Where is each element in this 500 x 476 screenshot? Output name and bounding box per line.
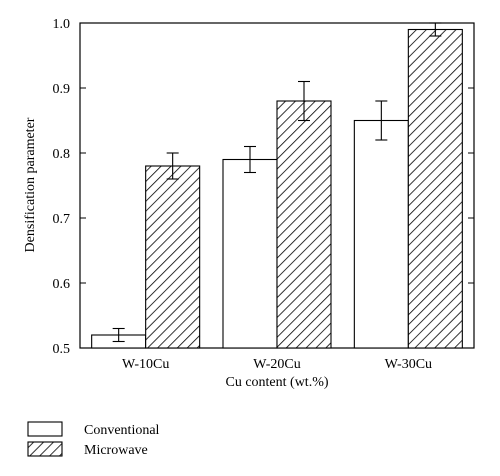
bar-conventional-w-20cu [222,158,278,349]
bars [91,28,463,349]
y-tick-label: 1.0 [53,17,71,32]
y-axis-title: Densification parameter [23,117,38,252]
x-tick-label: W-30Cu [385,357,432,372]
y-tick-label: 0.8 [53,147,71,162]
y-tick-label: 0.9 [53,82,71,97]
y-axis-ticks: 0.5 0.6 0.7 0.8 0.9 1.0 [53,17,474,357]
legend-label-microwave: Microwave [84,443,148,458]
x-axis-title: Cu content (wt.%) [225,375,328,390]
x-tick-label: W-10Cu [122,357,169,372]
y-tick-label: 0.5 [53,342,71,357]
bar-microwave-w-10cu [145,165,201,349]
error-bars [112,22,442,343]
legend: Conventional Microwave [27,421,160,458]
x-tick-label: W-20Cu [253,357,300,372]
legend-label-conventional: Conventional [84,423,160,438]
x-axis-ticks: W-10Cu W-20Cu W-30Cu [122,342,432,372]
legend-swatch-microwave [27,441,63,457]
legend-swatch-conventional [27,421,63,437]
bar-microwave-w-30cu [407,28,463,349]
bar-microwave-w-20cu [276,100,332,349]
y-tick-label: 0.7 [53,212,71,227]
y-tick-label: 0.6 [53,277,71,292]
bar-conventional-w-30cu [353,119,409,349]
